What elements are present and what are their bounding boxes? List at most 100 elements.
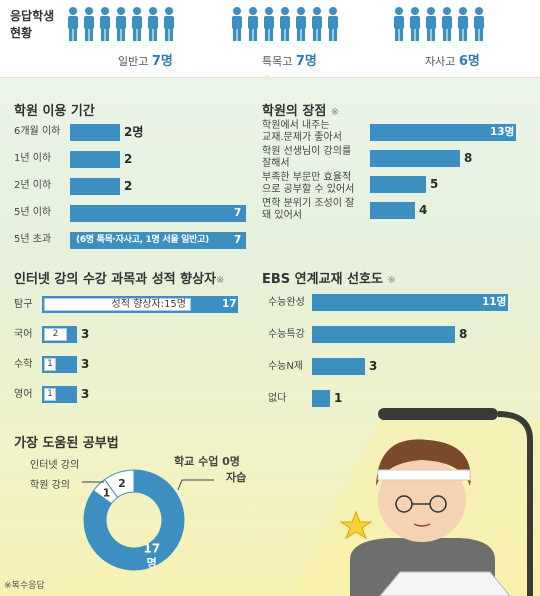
merit-category-line: 학원에서 내주는 bbox=[262, 120, 330, 131]
online-value-label: 3 bbox=[81, 387, 90, 401]
pie-slice-label: 1 bbox=[103, 486, 111, 499]
period-value-label: 2 bbox=[124, 179, 133, 193]
merit-bar bbox=[370, 124, 516, 141]
group-label-general: 일반고 7명 bbox=[118, 54, 173, 69]
ebs-bar bbox=[312, 358, 365, 375]
respondent-title: 응답학생 현황 bbox=[10, 8, 54, 42]
star-icon bbox=[339, 510, 373, 540]
online-improved-bar: 성적 향상자:15명 bbox=[44, 298, 191, 311]
merit-category-label: 학원 선생님이 강의를 잘해서 bbox=[262, 146, 351, 170]
pie-slice bbox=[83, 469, 185, 571]
period-category-label: 5년 이하 bbox=[14, 207, 52, 218]
chart-study-method-pie: 17명 12 bbox=[82, 469, 214, 571]
group-label-autonomous: 자사고 6명 bbox=[425, 54, 480, 69]
period-category-label: 6개월 이하 bbox=[14, 126, 61, 137]
period-bar bbox=[70, 124, 120, 141]
merit-category-label: 학원에서 내주는 교재.문제가 좋아서 bbox=[262, 120, 342, 144]
student-mouth bbox=[413, 523, 431, 527]
ebs-bar bbox=[312, 294, 508, 311]
ebs-category-label: 없다 bbox=[268, 393, 287, 404]
person-icon bbox=[68, 7, 78, 41]
person-icon bbox=[264, 7, 274, 41]
person-icon bbox=[328, 7, 338, 41]
merit-category-line: 돼 있어서 bbox=[262, 210, 302, 221]
online-category-label: 탐구 bbox=[14, 299, 33, 310]
chart-title-period: 학원 이용 기간 bbox=[14, 104, 95, 119]
online-value-label: 17 bbox=[222, 298, 237, 310]
person-icon bbox=[164, 7, 174, 41]
merit-category-label: 부족한 부문만 효율적 으로 공부할 수 있어서 bbox=[262, 172, 354, 196]
merit-value-label: 4 bbox=[419, 203, 428, 217]
pie-slice bbox=[103, 469, 135, 499]
person-icon bbox=[296, 7, 306, 41]
ebs-value-label: 8 bbox=[459, 327, 468, 341]
respondent-title-line1: 응답학생 bbox=[10, 9, 55, 23]
person-icon bbox=[100, 7, 110, 41]
ebs-category-label: 수능N제 bbox=[268, 361, 304, 372]
ebs-value-label: 1 bbox=[334, 391, 343, 405]
period-value-label: 2 bbox=[124, 152, 133, 166]
merit-bar bbox=[370, 150, 460, 167]
group-label-special: 특목고 7명 bbox=[262, 54, 317, 69]
pie-slice-unit: 명 bbox=[147, 556, 157, 570]
online-category-label: 수학 bbox=[14, 359, 33, 370]
ebs-value-label: 11명 bbox=[482, 296, 507, 308]
lamp-head bbox=[378, 408, 498, 420]
pie-label-school-class: 학교 수업 0명 bbox=[174, 455, 240, 468]
pie-label-online: 인터넷 강의 bbox=[30, 460, 80, 471]
person-icon bbox=[280, 7, 290, 41]
merit-category-line: 면학 분위기 조성이 잘 bbox=[262, 198, 355, 209]
period-value-label: 7 bbox=[234, 234, 242, 246]
period-bar bbox=[70, 205, 246, 222]
person-icon bbox=[116, 7, 126, 41]
person-icon bbox=[394, 7, 404, 41]
person-icon bbox=[148, 7, 158, 41]
merit-category-line: 학원 선생님이 강의를 bbox=[262, 146, 352, 157]
period-value-label: 2명 bbox=[124, 125, 144, 139]
ebs-bar bbox=[312, 326, 455, 343]
merit-category-line: 부족한 부문만 효율적 bbox=[262, 172, 352, 183]
merit-category-line: 으로 공부할 수 있어서 bbox=[262, 184, 355, 195]
period-bar bbox=[70, 178, 120, 195]
chart-title-ebs: EBS 연계교재 선호도 ※ bbox=[262, 272, 396, 287]
person-icon bbox=[312, 7, 322, 41]
pie-slice-label: 2 bbox=[118, 477, 126, 490]
person-icon bbox=[426, 7, 436, 41]
merit-value-label: 5 bbox=[430, 177, 439, 191]
student-headband bbox=[377, 469, 471, 481]
ebs-category-label: 수능특강 bbox=[268, 329, 305, 340]
online-category-label: 국어 bbox=[14, 329, 33, 340]
pie-leader-line bbox=[177, 479, 214, 491]
merit-value-label: 8 bbox=[464, 151, 473, 165]
ebs-bar bbox=[312, 390, 330, 407]
online-value-label: 3 bbox=[81, 327, 90, 341]
online-improved-bar: 1 bbox=[44, 388, 56, 401]
merit-value-label: 13명 bbox=[490, 126, 515, 138]
person-icon bbox=[132, 7, 142, 41]
footnote: ※복수응답 bbox=[4, 581, 45, 591]
period-category-label: 2년 이하 bbox=[14, 180, 52, 191]
online-improved-bar: 1 bbox=[44, 358, 56, 371]
open-book bbox=[379, 571, 511, 596]
person-icon bbox=[84, 7, 94, 41]
person-icon bbox=[410, 7, 420, 41]
person-icon bbox=[474, 7, 484, 41]
chart-title-method: 가장 도움된 공부법 bbox=[14, 436, 119, 451]
period-bar bbox=[70, 151, 120, 168]
period-value-label: 7 bbox=[234, 207, 242, 219]
period-annotation: (6명 특목·자사고, 1명 서울 일반고) bbox=[76, 235, 209, 245]
pie-slice-label: 17 bbox=[143, 542, 160, 556]
lamp-arm bbox=[497, 411, 533, 596]
merit-bar bbox=[370, 176, 426, 193]
online-category-label: 영어 bbox=[14, 389, 33, 400]
pie-label-academy: 학원 강의 bbox=[30, 480, 70, 491]
merit-category-line: 잘해서 bbox=[262, 158, 290, 169]
period-bar bbox=[70, 232, 246, 249]
ebs-category-label: 수능완성 bbox=[268, 297, 305, 308]
person-icon bbox=[458, 7, 468, 41]
header-pointer bbox=[260, 74, 274, 80]
person-icon bbox=[232, 7, 242, 41]
period-category-label: 1년 이하 bbox=[14, 153, 52, 164]
